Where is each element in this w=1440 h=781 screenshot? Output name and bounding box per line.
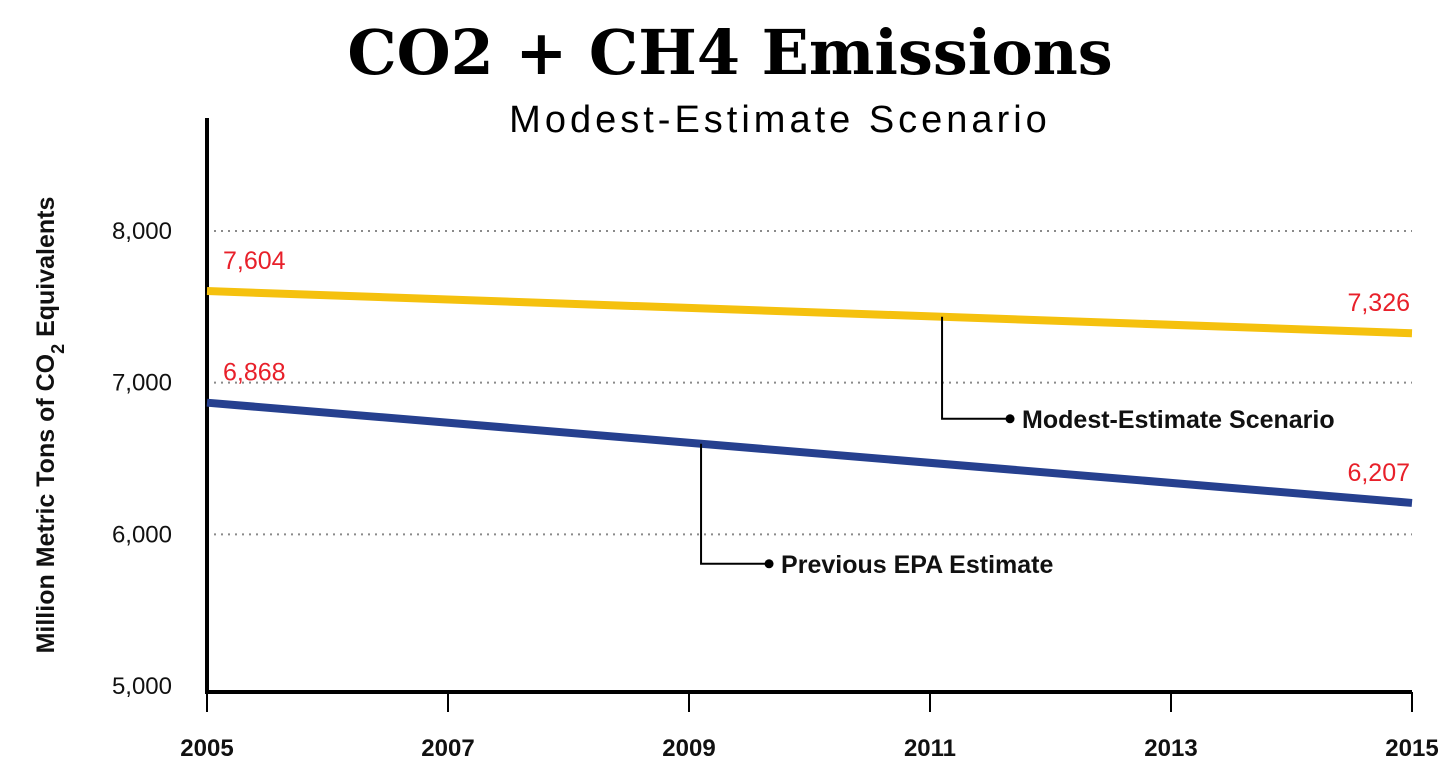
data-labels: 7,604 7,326 6,868 6,207 <box>223 247 1410 487</box>
x-tick-label: 2007 <box>421 735 474 762</box>
y-axis-label: Million Metric Tons of CO2 Equivalents <box>32 197 68 654</box>
series-line <box>206 287 1413 338</box>
callout-leader <box>700 443 770 565</box>
axes: 5,000 6,000 7,000 8,000 2005 2007 2009 2011 2013… <box>112 118 1439 762</box>
y-tick-label: 6,000 <box>112 521 172 548</box>
data-label: 6,207 <box>1347 459 1410 487</box>
chart-subtitle: Modest-Estimate Scenario <box>509 99 1051 141</box>
callout-dot <box>1005 414 1015 424</box>
data-label: 7,326 <box>1347 289 1410 317</box>
callout-dot <box>764 559 774 569</box>
callouts: Modest-Estimate Scenario Previous EPA Est… <box>700 316 1335 579</box>
x-tick-label: 2005 <box>180 735 233 762</box>
series-lines <box>206 287 1413 507</box>
callout-label: Modest-Estimate Scenario <box>1022 406 1335 434</box>
y-tick-label: 8,000 <box>112 218 172 245</box>
callout-leader <box>941 316 1011 420</box>
data-label: 6,868 <box>223 359 286 387</box>
x-tick-label: 2009 <box>662 735 715 762</box>
y-tick-label: 5,000 <box>112 673 172 700</box>
callout-label: Previous EPA Estimate <box>781 551 1053 579</box>
gridlines <box>207 230 1412 536</box>
x-tick-label: 2015 <box>1385 735 1438 762</box>
series-line <box>206 398 1413 507</box>
x-tick-label: 2011 <box>904 735 956 762</box>
x-tick-label: 2013 <box>1144 735 1197 762</box>
data-label: 7,604 <box>223 247 286 275</box>
chart-title: CO2 + CH4 Emissions <box>347 16 1112 89</box>
y-tick-label: 7,000 <box>112 370 172 397</box>
